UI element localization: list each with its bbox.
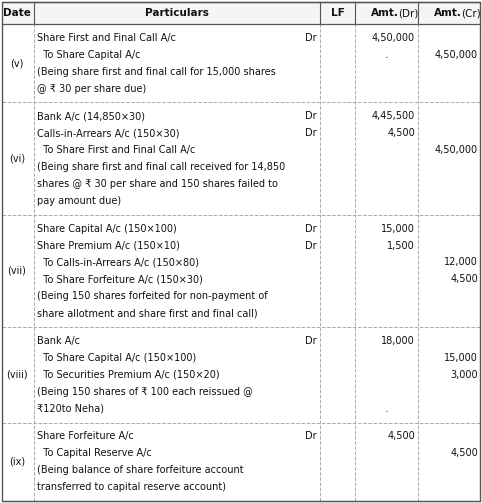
Text: (Being 150 shares of ₹ 100 each reissued @: (Being 150 shares of ₹ 100 each reissued…: [37, 387, 253, 397]
Text: (Cr): (Cr): [461, 8, 481, 18]
Text: Dr: Dr: [306, 111, 317, 121]
Text: Amt.: Amt.: [434, 8, 461, 18]
Text: ₹120to Neha): ₹120to Neha): [37, 404, 104, 414]
Text: To Calls-in-Arrears A/c (150×80): To Calls-in-Arrears A/c (150×80): [37, 258, 199, 268]
Text: 4,50,000: 4,50,000: [435, 50, 478, 60]
Text: (Being share first and final call for 15,000 shares: (Being share first and final call for 15…: [37, 67, 276, 76]
Text: transferred to capital reserve account): transferred to capital reserve account): [37, 482, 226, 492]
Text: 18,000: 18,000: [381, 336, 415, 346]
Text: Bank A/c (14,850×30): Bank A/c (14,850×30): [37, 111, 145, 121]
Text: To Share First and Final Call A/c: To Share First and Final Call A/c: [37, 145, 195, 155]
Text: shares @ ₹ 30 per share and 150 shares failed to: shares @ ₹ 30 per share and 150 shares f…: [37, 179, 278, 189]
Text: Date: Date: [3, 8, 31, 18]
Text: share allotment and share first and final call): share allotment and share first and fina…: [37, 308, 257, 318]
Text: Share Capital A/c (150×100): Share Capital A/c (150×100): [37, 223, 177, 233]
Bar: [2, 2, 480, 24]
Text: (Being balance of share forfeiture account: (Being balance of share forfeiture accou…: [37, 465, 243, 475]
Text: .: .: [385, 50, 388, 60]
Text: @ ₹ 30 per share due): @ ₹ 30 per share due): [37, 83, 146, 94]
Text: 1,500: 1,500: [387, 240, 415, 250]
Text: Share First and Final Call A/c: Share First and Final Call A/c: [37, 33, 176, 43]
Text: 15,000: 15,000: [381, 223, 415, 233]
Text: 4,500: 4,500: [387, 128, 415, 138]
Text: Dr: Dr: [306, 240, 317, 250]
Text: 4,500: 4,500: [387, 432, 415, 441]
Text: To Capital Reserve A/c: To Capital Reserve A/c: [37, 448, 152, 458]
Text: Bank A/c: Bank A/c: [37, 336, 80, 346]
Text: Amt.: Amt.: [371, 8, 399, 18]
Text: 4,50,000: 4,50,000: [435, 145, 478, 155]
Text: 12,000: 12,000: [444, 258, 478, 268]
Text: (v): (v): [10, 58, 24, 68]
Text: To Share Capital A/c (150×100): To Share Capital A/c (150×100): [37, 353, 196, 363]
Text: Dr: Dr: [306, 33, 317, 43]
Text: To Securities Premium A/c (150×20): To Securities Premium A/c (150×20): [37, 370, 220, 380]
Text: Dr: Dr: [306, 128, 317, 138]
Text: (vi): (vi): [9, 153, 25, 163]
Text: 4,500: 4,500: [450, 448, 478, 458]
Text: 4,500: 4,500: [450, 275, 478, 285]
Text: (Dr): (Dr): [399, 8, 419, 18]
Text: Dr: Dr: [306, 336, 317, 346]
Text: To Share Forfeiture A/c (150×30): To Share Forfeiture A/c (150×30): [37, 275, 203, 285]
Text: 15,000: 15,000: [444, 353, 478, 363]
Text: LF: LF: [331, 8, 344, 18]
Text: 4,45,500: 4,45,500: [372, 111, 415, 121]
Text: To Share Capital A/c: To Share Capital A/c: [37, 50, 140, 60]
Text: pay amount due): pay amount due): [37, 196, 121, 206]
Text: 3,000: 3,000: [450, 370, 478, 380]
Text: Share Premium A/c (150×10): Share Premium A/c (150×10): [37, 240, 180, 250]
Text: (viii): (viii): [6, 370, 28, 380]
Text: 4,50,000: 4,50,000: [372, 33, 415, 43]
Text: (Being share first and final call received for 14,850: (Being share first and final call receiv…: [37, 162, 285, 172]
Text: (vii): (vii): [8, 266, 27, 276]
Text: Dr: Dr: [306, 223, 317, 233]
Text: (ix): (ix): [9, 457, 25, 467]
Text: Particulars: Particulars: [145, 8, 209, 18]
Text: Dr: Dr: [306, 432, 317, 441]
Text: (Being 150 shares forfeited for non-payment of: (Being 150 shares forfeited for non-paym…: [37, 291, 268, 301]
Text: Calls-in-Arrears A/c (150×30): Calls-in-Arrears A/c (150×30): [37, 128, 179, 138]
Text: .: .: [385, 404, 388, 414]
Text: Share Forfeiture A/c: Share Forfeiture A/c: [37, 432, 134, 441]
